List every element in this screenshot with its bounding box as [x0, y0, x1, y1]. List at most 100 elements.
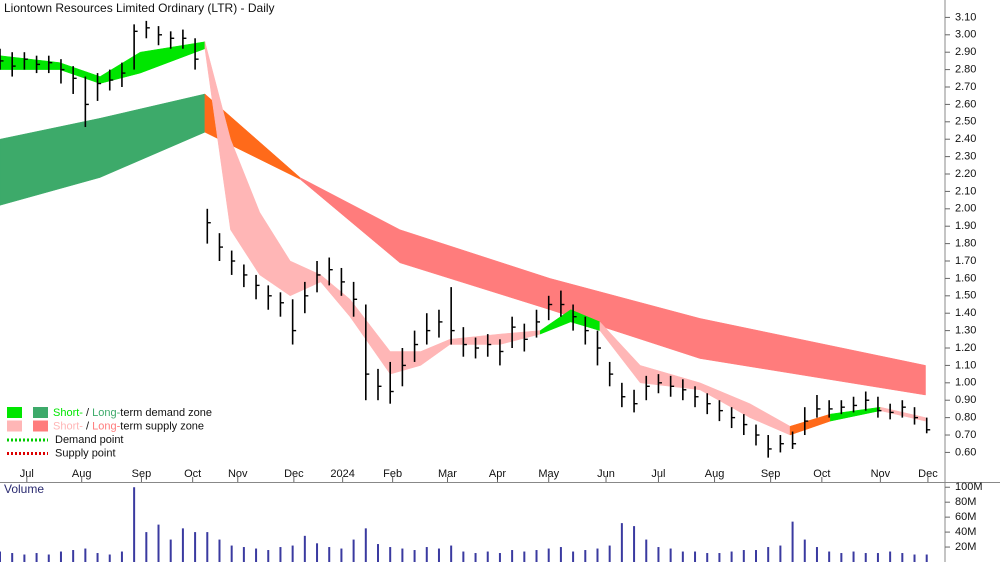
legend-label: Short- / Long-term demand zone: [53, 407, 212, 419]
y-tick-label: 3.00: [955, 29, 976, 41]
volume-bar: [157, 524, 160, 562]
volume-bar: [169, 539, 172, 562]
volume-bar: [23, 554, 26, 562]
volume-bar: [767, 547, 770, 562]
volume-bar: [645, 539, 648, 562]
volume-bar: [620, 523, 623, 562]
legend-text-part: term supply zone: [120, 420, 204, 432]
y-tick-label: 1.60: [955, 272, 976, 284]
y-tick-label: 1.40: [955, 307, 976, 319]
legend-label: Demand point: [55, 434, 124, 446]
volume-bar: [303, 535, 306, 562]
x-tick-label: Oct: [813, 468, 830, 480]
volume-bar: [889, 551, 892, 562]
volume-bar: [72, 550, 75, 562]
x-tick-label: Jun: [597, 468, 615, 480]
plot-layer: [0, 20, 931, 562]
x-tick-label: Nov: [228, 468, 248, 480]
x-tick-label: Aug: [705, 468, 725, 480]
y-tick-label: 2.50: [955, 116, 976, 128]
y-tick-label: 0.90: [955, 394, 976, 406]
volume-bar: [218, 539, 221, 562]
volume-bar: [340, 548, 343, 562]
x-tick-label: Mar: [438, 468, 457, 480]
volume-bar: [59, 551, 62, 562]
volume-bar: [145, 532, 148, 562]
volume-bar: [901, 553, 904, 562]
x-tick-label: 2024: [330, 468, 354, 480]
volume-bar: [694, 551, 697, 562]
volume-bar: [511, 550, 514, 562]
volume-bar: [206, 532, 209, 562]
volume-bar: [584, 550, 587, 562]
volume-bar: [47, 554, 50, 562]
y-tick-label: 1.30: [955, 325, 976, 337]
volume-bar: [133, 487, 136, 562]
chart-title: Liontown Resources Limited Ordinary (LTR…: [4, 1, 275, 15]
volume-bar: [498, 553, 501, 562]
legend-swatch: [33, 407, 48, 418]
y-tick-label: 100M: [955, 481, 983, 493]
y-tick-label: 2.80: [955, 64, 976, 76]
y-tick-label: 2.10: [955, 185, 976, 197]
y-tick-label: 2.70: [955, 81, 976, 93]
y-tick-label: 2.00: [955, 203, 976, 215]
volume-bar: [547, 548, 550, 562]
y-tick-label: 1.90: [955, 220, 976, 232]
zone-band: [299, 177, 926, 396]
volume-bar: [633, 526, 636, 562]
x-tick-label: May: [538, 468, 559, 480]
x-tick-label: Aug: [72, 468, 92, 480]
y-tick-label: 1.50: [955, 290, 976, 302]
legend-text-part: Long-: [92, 407, 120, 419]
x-tick-label: Apr: [489, 468, 506, 480]
volume-bar: [608, 545, 611, 562]
volume-bar: [681, 551, 684, 562]
volume-bar: [876, 553, 879, 562]
volume-bar: [291, 545, 294, 562]
volume-bar: [742, 550, 745, 562]
x-tick-label: Dec: [284, 468, 304, 480]
y-tick-label: 20M: [955, 541, 976, 553]
y-tick-label: 2.40: [955, 133, 976, 145]
volume-bar: [779, 545, 782, 562]
x-tick-label: Oct: [184, 468, 201, 480]
x-tick-label: Sep: [761, 468, 781, 480]
volume-bar: [730, 551, 733, 562]
legend-text-part: Short-: [53, 420, 83, 432]
volume-bar: [352, 539, 355, 562]
legend-text-part: term demand zone: [120, 407, 212, 419]
y-tick-label: 1.20: [955, 342, 976, 354]
volume-bar: [559, 547, 562, 562]
volume-bar: [791, 521, 794, 562]
x-tick-label: Feb: [383, 468, 402, 480]
y-tick-label: 2.90: [955, 46, 976, 58]
x-tick-label: Nov: [871, 468, 891, 480]
y-tick-label: 60M: [955, 511, 976, 523]
volume-bar: [913, 554, 916, 562]
volume-bar: [718, 553, 721, 562]
volume-bar: [11, 553, 14, 562]
volume-bar: [255, 548, 258, 562]
y-tick-label: 40M: [955, 526, 976, 538]
volume-bar: [389, 547, 392, 562]
y-tick-label: 1.70: [955, 255, 976, 267]
volume-bar: [852, 551, 855, 562]
y-tick-label: 2.30: [955, 151, 976, 163]
volume-bar: [450, 545, 453, 562]
y-tick-label: 0.60: [955, 446, 976, 458]
volume-bar: [0, 551, 1, 562]
y-tick-label: 0.80: [955, 412, 976, 424]
volume-bar: [535, 550, 538, 562]
volume-bar: [572, 551, 575, 562]
legend-swatch: [7, 407, 22, 418]
volume-bar: [194, 532, 197, 562]
volume-bar: [803, 539, 806, 562]
volume-bar: [815, 547, 818, 562]
volume-bar: [828, 551, 831, 562]
y-tick-label: 2.60: [955, 98, 976, 110]
volume-bar: [364, 528, 367, 562]
volume-bar: [401, 548, 404, 562]
x-tick-label: Sep: [132, 468, 152, 480]
